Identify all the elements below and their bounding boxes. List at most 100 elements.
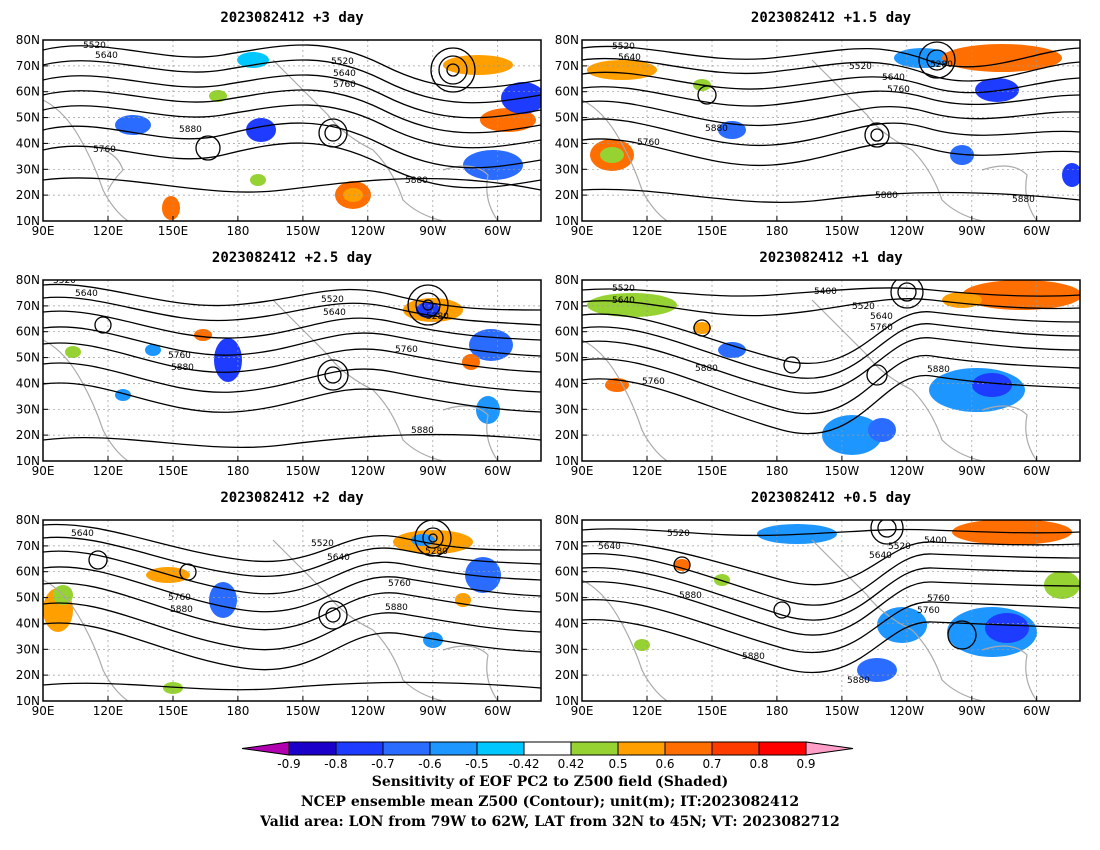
lon-tick-label: 90W — [958, 224, 985, 238]
contour-label: 5640 — [612, 296, 635, 306]
colorbar-segment — [476, 741, 525, 756]
lon-tick-label: 90W — [419, 704, 446, 718]
contour-label: 5880 — [742, 652, 765, 662]
lon-tick-label: 150W — [825, 464, 860, 478]
lon-tick-label: 120W — [350, 704, 385, 718]
x-axis-ticks — [42, 456, 499, 461]
lon-tick-label: 60W — [1023, 464, 1050, 478]
caption-line: Sensitivity of EOF PC2 to Z500 field (Sh… — [371, 774, 729, 790]
contour-label: 5880 — [1012, 195, 1035, 205]
panel-title: 2023082412 +2.5 day — [212, 250, 373, 266]
contour-label: 5520 — [612, 284, 635, 294]
lon-tick-label: 180 — [226, 464, 249, 478]
contour-label: 5760 — [168, 593, 191, 603]
lon-tick-label: 90E — [32, 224, 55, 238]
contour-label: 5880 — [705, 124, 728, 134]
contour-labels: 5520 5640 5520 5280 5640 5760 5880 5760 … — [612, 42, 1035, 205]
lat-tick-label: 60N — [555, 85, 579, 99]
panel-title: 2023082412 +1 day — [759, 250, 903, 266]
lon-tick-label: 120W — [889, 464, 924, 478]
contour-label: 5760 — [333, 80, 356, 90]
lat-tick-label: 20N — [16, 188, 40, 202]
contour-label: 5880 — [847, 676, 870, 686]
contour-label: 5640 — [598, 542, 621, 552]
map-panel: 2023082412 +2.5 day — [16, 250, 542, 478]
contour-label: 5520 — [83, 41, 106, 51]
lat-tick-label: 60N — [555, 565, 579, 579]
lon-tick-label: 60W — [1023, 224, 1050, 238]
lat-tick-label: 60N — [555, 325, 579, 339]
z500-contours — [43, 520, 541, 691]
colorbar-segment — [335, 741, 384, 756]
colorbar-segment — [570, 741, 619, 756]
lon-tick-label: 180 — [765, 704, 788, 718]
lon-tick-label: 180 — [765, 464, 788, 478]
lat-tick-label: 40N — [555, 376, 579, 390]
lat-tick-label: 10N — [16, 214, 40, 228]
colorbar-segment — [711, 741, 760, 756]
colorbar-segment — [617, 741, 666, 756]
lat-tick-label: 40N — [16, 616, 40, 630]
colorbar-tick-label: 0.9 — [796, 757, 815, 771]
contour-label: 5400 — [924, 536, 947, 546]
lon-tick-label: 90W — [419, 224, 446, 238]
contour-label: 5760 — [642, 377, 665, 387]
colorbar-tick-label: -0.8 — [324, 757, 347, 771]
lat-tick-label: 20N — [16, 428, 40, 442]
colorbar-segment — [429, 741, 478, 756]
z500-contours — [43, 283, 541, 449]
lat-tick-label: 10N — [555, 454, 579, 468]
lat-tick-label: 40N — [555, 136, 579, 150]
lat-tick-label: 10N — [555, 214, 579, 228]
lon-tick-label: 120E — [632, 224, 663, 238]
contour-label: 5280 — [426, 312, 449, 322]
contour-label: 5640 — [882, 73, 905, 83]
colorbar-arrow-high — [805, 741, 854, 756]
x-axis-ticks — [581, 456, 1038, 461]
contour-label: 5520 — [321, 295, 344, 305]
colorbar-tick-label: -0.9 — [277, 757, 300, 771]
y-axis-ticks — [43, 519, 48, 702]
colorbar-tick-label: -0.6 — [418, 757, 441, 771]
x-axis-ticks — [581, 216, 1038, 221]
colorbar-tick-label: -0.7 — [371, 757, 394, 771]
lat-tick-label: 80N — [16, 33, 40, 47]
map-panel: 2023082412 +1.5 day — [555, 10, 1081, 238]
contour-label: 5520 — [612, 42, 635, 52]
map-content: 5520 5640 5520 5640 5760 5880 5760 5880 — [43, 40, 541, 221]
map-frame — [581, 279, 1081, 462]
x-axis-labels: 90E 120E 150E 180 150W 120W 90W 60W — [571, 704, 1051, 718]
lat-tick-label: 50N — [16, 351, 40, 365]
contour-label: 5640 — [75, 289, 98, 299]
contour-label: 5760 — [395, 345, 418, 355]
lat-tick-label: 20N — [555, 668, 579, 682]
colorbar-tick-label: 0.6 — [655, 757, 674, 771]
lon-tick-label: 90W — [958, 704, 985, 718]
contour-label: 5400 — [814, 287, 837, 297]
lat-tick-label: 30N — [16, 402, 40, 416]
lon-tick-label: 150E — [697, 224, 728, 238]
lat-tick-label: 30N — [555, 402, 579, 416]
contour-label: 5760 — [93, 145, 116, 155]
lon-tick-label: 120W — [350, 464, 385, 478]
lon-tick-label: 90W — [958, 464, 985, 478]
y-axis-labels: 80N 70N 60N 50N 40N 30N 20N 10N — [16, 273, 40, 468]
lon-tick-label: 120E — [632, 464, 663, 478]
y-axis-labels: 80N 70N 60N 50N 40N 30N 20N 10N — [16, 33, 40, 228]
y-axis-labels: 80N 70N 60N 50N 40N 30N 20N 10N — [16, 513, 40, 708]
colorbar-tick-label: 0.42 — [558, 757, 585, 771]
lat-tick-label: 30N — [555, 642, 579, 656]
map-frame — [42, 519, 542, 702]
contour-labels: 5520 5640 5520 5640 5280 5760 5880 5760 … — [53, 280, 449, 436]
lat-tick-label: 30N — [16, 162, 40, 176]
colorbar-segment — [664, 741, 713, 756]
lon-tick-label: 150W — [825, 704, 860, 718]
y-axis-labels: 80N 70N 60N 50N 40N 30N 20N 10N — [555, 273, 579, 468]
lon-tick-label: 60W — [1023, 704, 1050, 718]
lat-tick-label: 70N — [16, 539, 40, 553]
lat-tick-label: 80N — [555, 33, 579, 47]
map-content: 5520 5640 5400 5520 5640 5760 5880 5760 … — [582, 280, 1080, 461]
panel-title: 2023082412 +1.5 day — [751, 10, 912, 26]
caption-line: Valid area: LON from 79W to 62W, LAT fro… — [260, 814, 840, 830]
contour-label: 5880 — [875, 191, 898, 201]
